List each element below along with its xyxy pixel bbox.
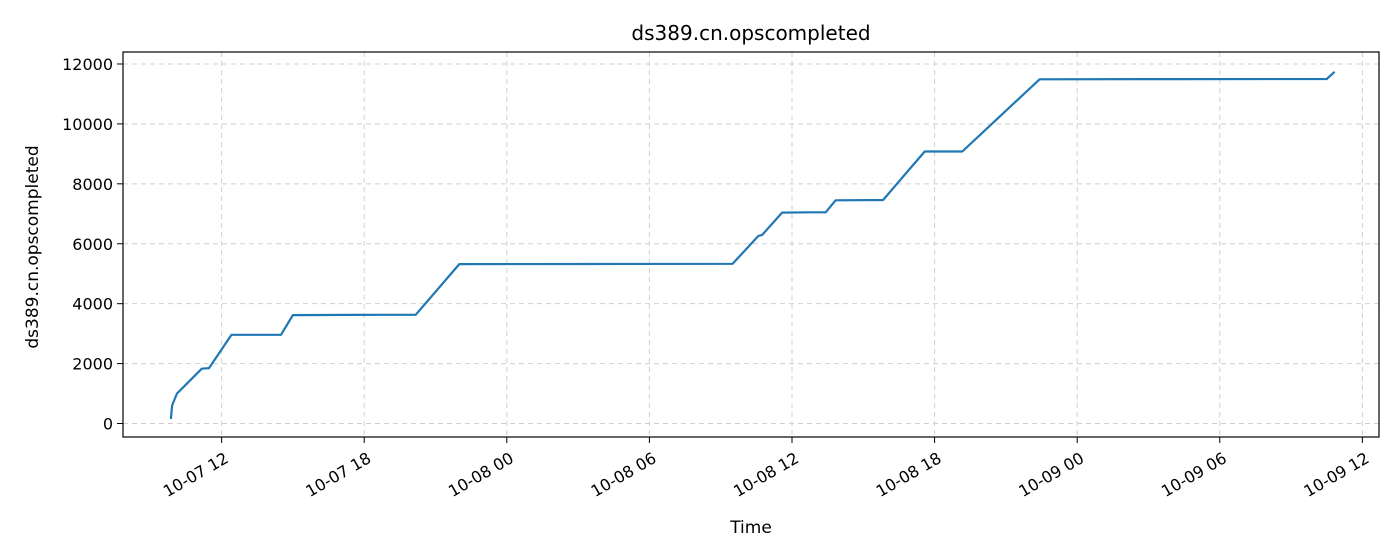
x-tick-label: 10-08 06 [588, 448, 660, 500]
x-axis-label: Time [729, 518, 772, 538]
plot-frame [122, 51, 1380, 438]
series-layer [169, 70, 1336, 420]
y-tick-label: 2000 [72, 355, 113, 374]
grid-lines [123, 52, 1379, 437]
y-tick-label: 8000 [72, 175, 113, 194]
y-tick-label: 0 [103, 415, 113, 434]
y-tick-label: 6000 [72, 235, 113, 254]
x-tick-label: 10-08 00 [445, 448, 517, 500]
x-tick-label: 10-07 12 [160, 448, 232, 500]
x-tick-label: 10-07 18 [302, 448, 374, 500]
axis-ticks: 0 2000 4000 6000 8000 10000 12000 10-07 12 10-07… [62, 55, 1372, 501]
y-axis-label: ds389.cn.opscompleted [23, 145, 43, 348]
x-tick-label: 10-08 18 [873, 448, 945, 500]
y-tick-label: 12000 [62, 55, 113, 74]
x-tick-label: 10-09 12 [1301, 448, 1373, 500]
series-line-0 [169, 70, 1336, 420]
y-tick-label: 10000 [62, 115, 113, 134]
chart-title: ds389.cn.opscompleted [631, 21, 870, 45]
x-tick-label: 10-09 00 [1015, 448, 1087, 500]
x-tick-label: 10-09 06 [1158, 448, 1230, 500]
y-tick-label: 4000 [72, 295, 113, 314]
x-tick-label: 10-08 12 [730, 448, 802, 500]
